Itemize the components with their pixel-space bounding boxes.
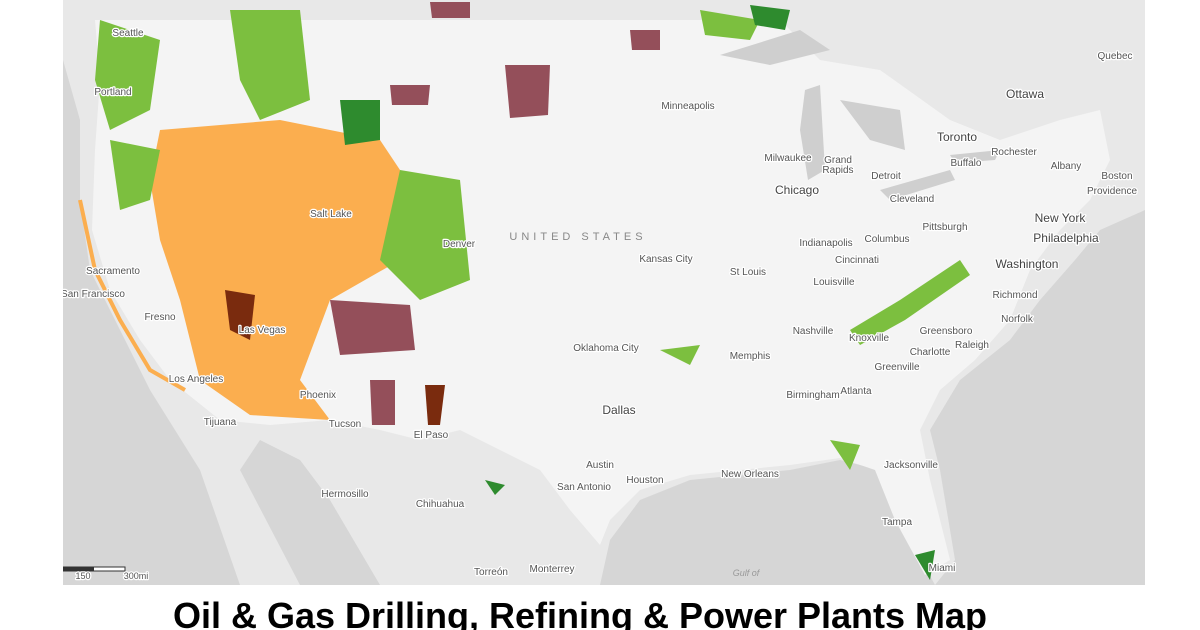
city-label: Chicago <box>775 183 819 197</box>
federal-land <box>95 20 160 130</box>
map-title: Oil & Gas Drilling, Refining & Power Pla… <box>173 595 987 630</box>
tribal-land <box>330 300 415 355</box>
city-label: Sacramento <box>86 266 140 277</box>
tribal-land <box>370 380 395 425</box>
city-labels: Seattle Portland Sacramento San Francisco Fr… <box>61 27 1139 580</box>
city-label: Buffalo <box>951 158 982 169</box>
tribal-land <box>630 30 660 50</box>
water-label: Gulf of <box>733 568 761 578</box>
city-label: Albany <box>1051 161 1082 172</box>
city-label: Quebec <box>1097 51 1132 62</box>
federal-land <box>830 440 860 470</box>
lake-erie <box>880 170 955 200</box>
city-label: Hermosillo <box>321 489 369 500</box>
city-label: Las Vegas <box>239 325 286 336</box>
city-label: Minneapolis <box>661 101 714 112</box>
city-label: Denver <box>443 239 476 250</box>
federal-land <box>700 10 760 40</box>
city-label: Norfolk <box>1001 314 1034 325</box>
city-label: St Louis <box>730 267 766 278</box>
city-label: Indianapolis <box>799 238 852 249</box>
city-label: Salt Lake <box>310 209 352 220</box>
city-label: Nashville <box>793 326 834 337</box>
lake-superior <box>720 30 830 65</box>
city-label: Fresno <box>144 312 176 323</box>
city-label: Cleveland <box>890 194 934 205</box>
tribal-land <box>505 65 550 118</box>
city-label: Rochester <box>991 147 1037 158</box>
scale-bar-segment <box>63 567 94 571</box>
park <box>485 480 505 495</box>
tribal-land <box>430 2 470 18</box>
city-label: Chihuahua <box>416 499 465 510</box>
city-label: Phoenix <box>300 390 336 401</box>
park <box>340 100 380 145</box>
city-label: Providence <box>1087 186 1137 197</box>
city-label: Charlotte <box>910 347 951 358</box>
city-label: Tampa <box>882 517 912 528</box>
city-label: Austin <box>586 460 614 471</box>
city-label: New Orleans <box>721 469 779 480</box>
city-label: Detroit <box>871 171 901 182</box>
lake-ontario <box>950 150 1000 163</box>
tribal-land <box>390 85 430 105</box>
refinery-zone <box>225 290 255 340</box>
federal-land <box>110 140 160 210</box>
city-label: Louisville <box>813 277 855 288</box>
city-label: San Antonio <box>557 482 611 493</box>
city-label: El Paso <box>414 430 449 441</box>
city-label: Cincinnati <box>835 255 879 266</box>
city-label: Grand <box>824 155 852 166</box>
city-label: Greensboro <box>920 326 973 337</box>
city-label: Raleigh <box>955 340 989 351</box>
federal-land <box>230 10 310 120</box>
city-label: Monterrey <box>529 564 574 575</box>
country-label: UNITED STATES <box>509 231 646 243</box>
park <box>915 550 935 580</box>
city-label: Milwaukee <box>764 153 812 164</box>
city-label: Pittsburgh <box>922 222 967 233</box>
city-label: Atlanta <box>840 386 872 397</box>
scale-label: 150 <box>75 571 90 581</box>
drilling-region <box>150 120 420 420</box>
city-label: Jacksonville <box>884 460 938 471</box>
city-label: Memphis <box>730 351 771 362</box>
city-label: Toronto <box>937 130 977 144</box>
coast-drilling <box>78 199 186 392</box>
city-label: Greenville <box>874 362 919 373</box>
scale-label: 300mi <box>124 571 149 581</box>
city-label: Houston <box>626 475 663 486</box>
city-label: Kansas City <box>639 254 692 265</box>
lake-michigan <box>800 85 825 180</box>
city-label: Richmond <box>992 290 1037 301</box>
city-label: Seattle <box>112 28 144 39</box>
refinery-zone <box>425 385 445 425</box>
city-label: Rapids <box>822 165 853 176</box>
city-label: Washington <box>996 257 1059 271</box>
city-label: Knoxville <box>849 333 889 344</box>
city-label: Columbus <box>864 234 909 245</box>
federal-land <box>380 170 470 300</box>
city-label: Tucson <box>329 419 361 430</box>
city-label: Los Angeles <box>169 374 224 385</box>
city-label: Tijuana <box>204 417 237 428</box>
federal-land <box>850 260 970 345</box>
city-label: Ottawa <box>1006 87 1044 101</box>
map: 150 300mi UNITED STATES Gulf of Seattle P… <box>61 0 1145 585</box>
city-label: Torreón <box>474 567 508 578</box>
federal-land <box>660 345 700 365</box>
city-label: Oklahoma City <box>573 343 639 354</box>
park <box>750 5 790 30</box>
city-label: New York <box>1035 211 1087 225</box>
city-label: Philadelphia <box>1033 231 1099 245</box>
city-label: San Francisco <box>61 289 125 300</box>
city-label: Miami <box>929 563 956 574</box>
lake-huron <box>840 100 905 150</box>
city-label: Boston <box>1101 171 1132 182</box>
city-label: Dallas <box>602 403 635 417</box>
city-label: Birmingham <box>786 390 839 401</box>
city-label: Portland <box>94 87 131 98</box>
